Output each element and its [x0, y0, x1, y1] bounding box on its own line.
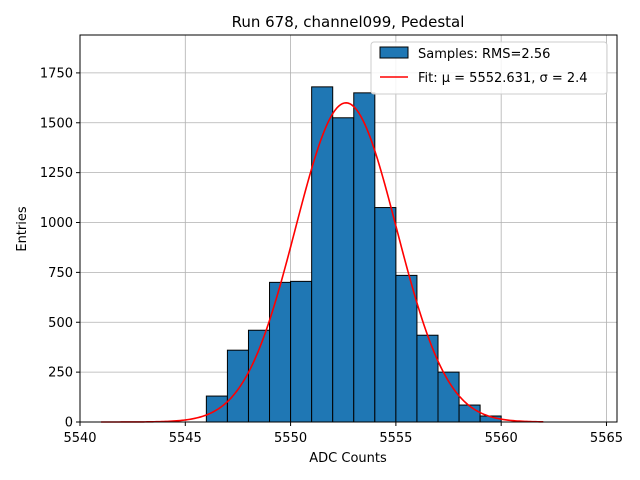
- legend-box: [370, 41, 608, 95]
- histogram-bar: [458, 404, 481, 423]
- y-tick-label: 1250: [40, 166, 73, 181]
- chart-title: Run 678, channel099, Pedestal: [232, 13, 465, 31]
- y-tick-label: 500: [48, 316, 73, 331]
- histogram-bar: [269, 281, 292, 423]
- x-tick-label: 5555: [379, 431, 412, 446]
- x-tick-label: 5550: [274, 431, 307, 446]
- x-tick-label: 5545: [169, 431, 202, 446]
- y-tick-label: 1500: [40, 116, 73, 131]
- axes-ticks: 5540 5545 5550 5555 5560 5565 0 250 500 750 1000 12…: [40, 66, 623, 446]
- histogram-bar: [437, 371, 460, 423]
- histogram-bar: [247, 329, 271, 423]
- histogram-bar: [226, 349, 249, 423]
- legend-fit-label: Fit: μ = 5552.631, σ = 2.4: [418, 71, 588, 86]
- y-tick-label: 1750: [40, 66, 73, 81]
- x-tick-label: 5565: [590, 431, 623, 446]
- histogram-bar: [374, 207, 397, 423]
- y-tick-label: 250: [48, 366, 73, 381]
- histogram-bar: [332, 117, 355, 423]
- histogram-bar: [416, 334, 439, 423]
- legend-samples-swatch: [379, 46, 409, 59]
- legend-samples-label: Samples: RMS=2.56: [418, 47, 550, 62]
- fit-curve: [101, 102, 544, 423]
- y-axis-label: Entries: [15, 206, 30, 252]
- x-tick-label: 5560: [485, 431, 518, 446]
- x-axis-label: ADC Counts: [309, 451, 387, 466]
- y-tick-label: 1000: [40, 216, 73, 231]
- histogram-bar: [395, 274, 418, 423]
- plot-frame: [79, 34, 618, 423]
- y-tick-label: 750: [48, 266, 73, 281]
- y-tick-label: 0: [65, 416, 73, 431]
- x-tick-label: 5540: [63, 431, 96, 446]
- histogram-bar: [290, 280, 313, 423]
- legend: Samples: RMS=2.56 Fit: μ = 5552.631, σ =…: [370, 41, 608, 95]
